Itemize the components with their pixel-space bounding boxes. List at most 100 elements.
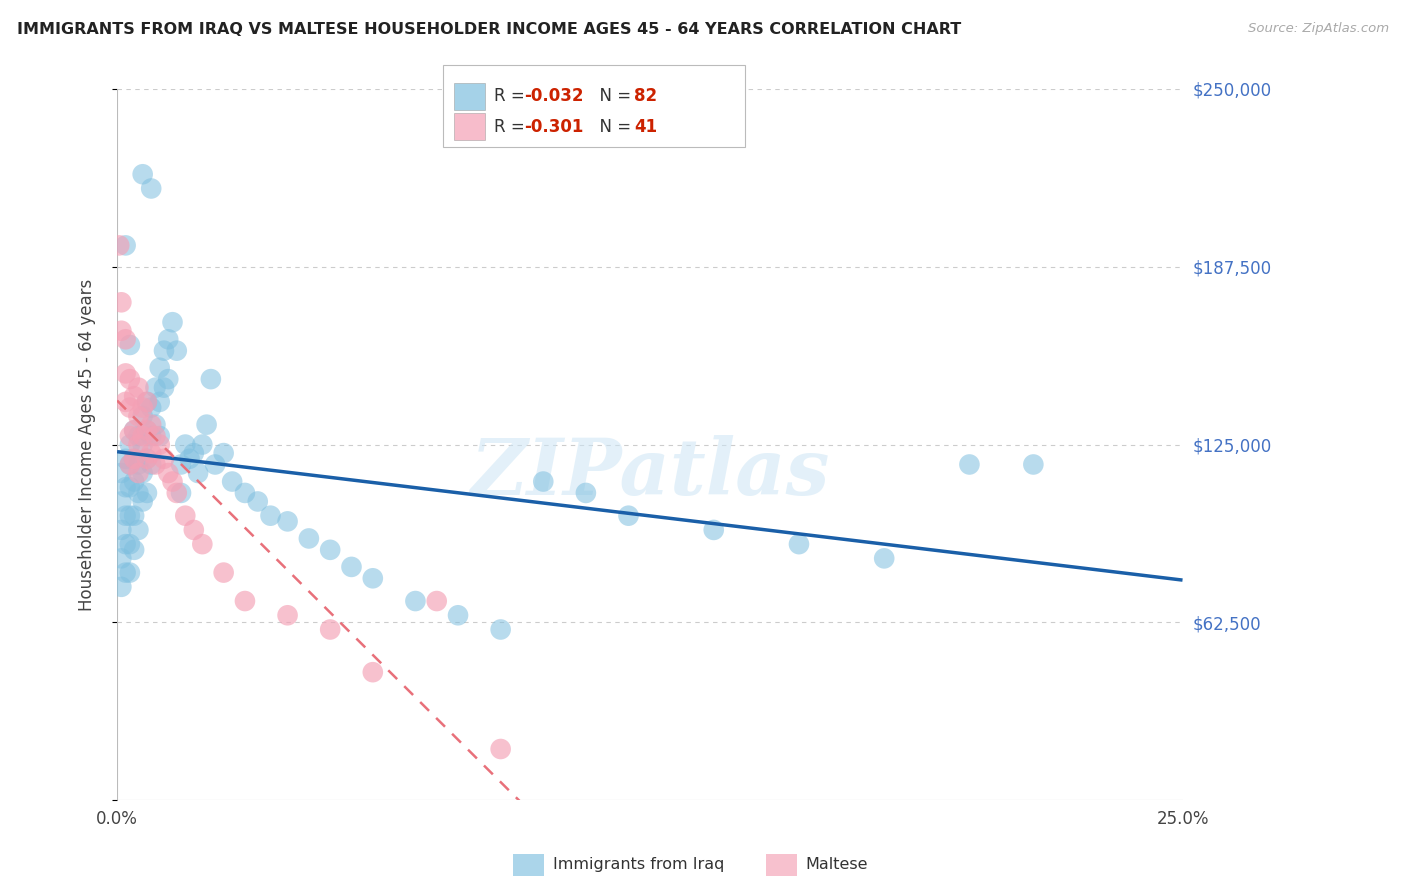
Point (118, 437, 141, 451)
Point (145, 458, 167, 472)
Point (131, 494, 153, 508)
Point (136, 395, 159, 409)
Point (136, 423, 159, 437)
Point (118, 458, 141, 472)
Point (122, 423, 145, 437)
Point (118, 458, 141, 472)
Point (131, 409, 153, 423)
Point (136, 451, 159, 466)
Point (127, 466, 149, 480)
Point (787, 537, 810, 551)
Point (170, 486, 193, 500)
Point (110, 295, 132, 310)
Point (122, 475, 145, 489)
Point (195, 417, 218, 432)
Text: 82: 82 (634, 87, 657, 105)
Point (114, 566, 136, 580)
Point (131, 466, 153, 480)
Point (110, 580, 132, 594)
Point (277, 608, 299, 623)
Point (110, 551, 132, 566)
Point (141, 401, 163, 415)
Point (141, 417, 163, 432)
Point (122, 508, 145, 523)
Point (404, 594, 426, 608)
Text: R =: R = (494, 118, 530, 136)
Point (183, 446, 205, 460)
Point (149, 395, 172, 409)
Point (531, 475, 554, 489)
Point (149, 437, 172, 451)
Point (277, 515, 299, 529)
Point (118, 429, 141, 443)
Point (447, 608, 470, 623)
Point (118, 537, 141, 551)
Point (127, 437, 149, 451)
Point (157, 332, 180, 346)
Text: IMMIGRANTS FROM IRAQ VS MALTESE HOUSEHOLDER INCOME AGES 45 - 64 YEARS CORRELATIO: IMMIGRANTS FROM IRAQ VS MALTESE HOUSEHOL… (17, 22, 962, 37)
Point (131, 401, 153, 415)
Point (110, 494, 132, 508)
Point (127, 381, 149, 395)
Text: -0.301: -0.301 (524, 118, 583, 136)
Text: Source: ZipAtlas.com: Source: ZipAtlas.com (1249, 22, 1389, 36)
Point (122, 451, 145, 466)
Point (162, 475, 184, 489)
Point (298, 532, 321, 546)
Point (141, 446, 163, 460)
Text: Immigrants from Iraq: Immigrants from Iraq (553, 857, 724, 871)
Point (191, 437, 214, 451)
Point (122, 423, 145, 437)
Point (114, 395, 136, 409)
Point (118, 566, 141, 580)
Point (118, 338, 141, 352)
Point (200, 372, 222, 386)
Point (136, 486, 159, 500)
Point (118, 480, 141, 494)
Text: N =: N = (589, 118, 637, 136)
Point (575, 486, 598, 500)
Point (131, 437, 153, 451)
Text: -0.032: -0.032 (524, 87, 583, 105)
Point (873, 551, 896, 566)
Point (191, 537, 214, 551)
Point (127, 486, 149, 500)
Point (122, 389, 145, 403)
Point (157, 466, 180, 480)
Point (204, 458, 226, 472)
Point (170, 458, 193, 472)
Point (127, 429, 149, 443)
Point (114, 332, 136, 346)
Point (127, 523, 149, 537)
Point (136, 395, 159, 409)
Point (187, 466, 209, 480)
Y-axis label: Householder Income Ages 45 - 64 years: Householder Income Ages 45 - 64 years (79, 278, 96, 611)
Point (174, 508, 197, 523)
Point (233, 594, 256, 608)
Point (1022, 458, 1045, 472)
Text: ZIPatlas: ZIPatlas (470, 434, 830, 511)
Point (149, 360, 172, 375)
Point (174, 437, 197, 451)
Point (361, 571, 384, 585)
Point (319, 542, 342, 557)
Point (114, 508, 136, 523)
Point (145, 429, 167, 443)
Point (110, 466, 132, 480)
Point (212, 446, 235, 460)
Point (141, 429, 163, 443)
Point (153, 451, 176, 466)
Point (489, 742, 512, 756)
Point (703, 523, 725, 537)
Point (166, 486, 188, 500)
Point (136, 451, 159, 466)
Point (246, 494, 269, 508)
Point (114, 480, 136, 494)
Point (114, 238, 136, 252)
Point (114, 451, 136, 466)
Point (361, 665, 384, 680)
Point (110, 523, 132, 537)
Point (141, 458, 163, 472)
Point (114, 537, 136, 551)
Point (110, 324, 132, 338)
